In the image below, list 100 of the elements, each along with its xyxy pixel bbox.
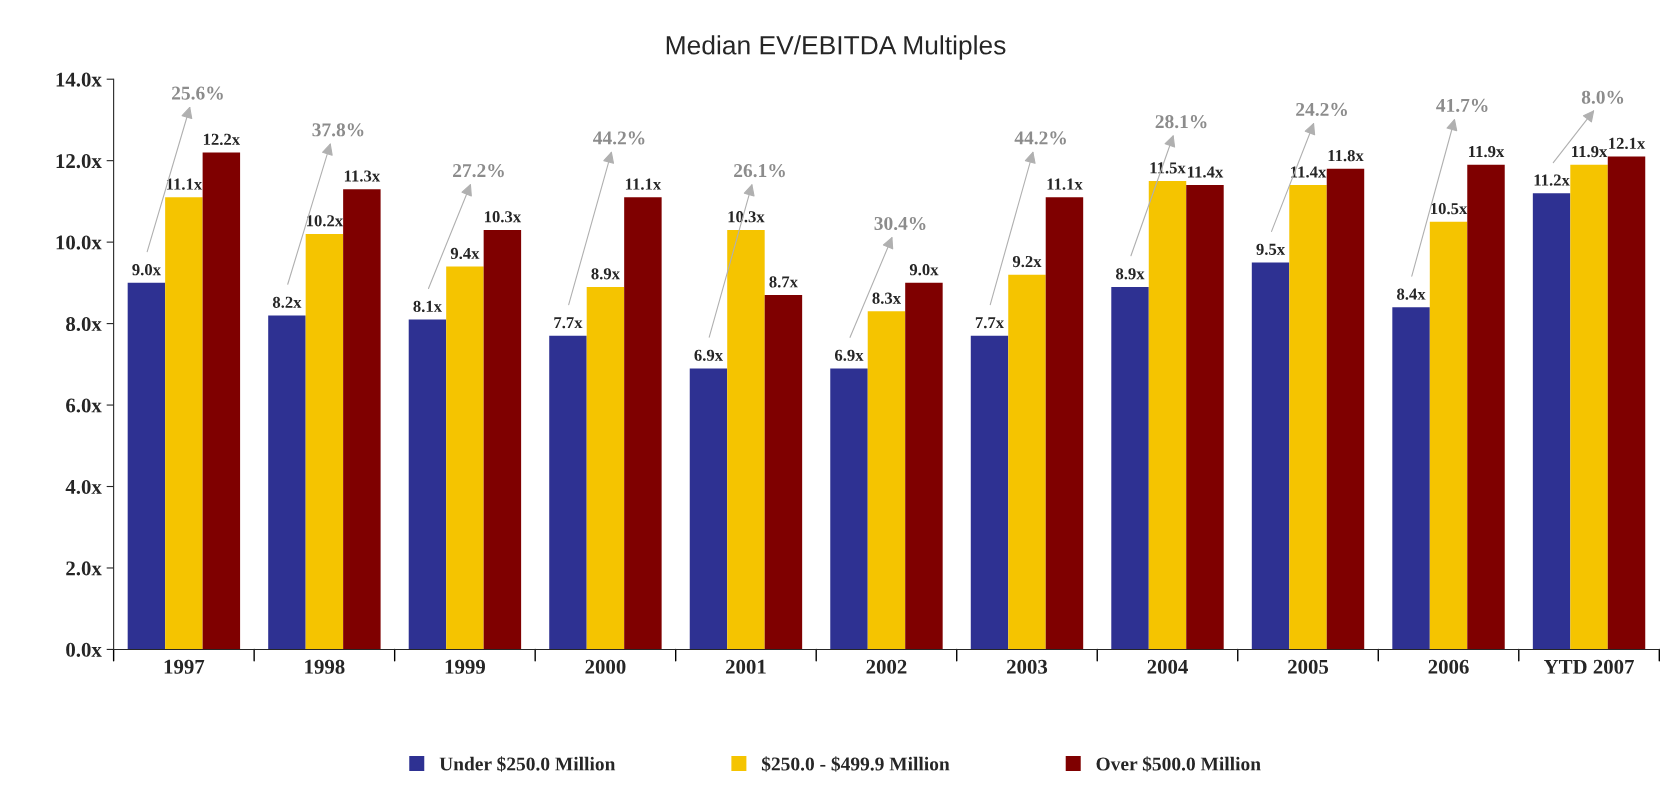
x-tick-label: 2004 (1147, 659, 1188, 674)
bar (1251, 262, 1290, 650)
bar (1111, 286, 1149, 650)
annotation: 27.2% (453, 163, 504, 178)
bar (1045, 197, 1084, 650)
x-tick-label: 2001 (725, 659, 766, 674)
x-tick-label: YTD 2007 (1543, 659, 1634, 674)
y-tick-label: 6.0x (66, 398, 102, 413)
bar (1289, 185, 1327, 650)
legend-label: Over $500.0 Million (1096, 756, 1261, 772)
y-tick-label: 14.0x (56, 72, 102, 87)
bar (1008, 274, 1046, 650)
data-label: 11.2x (1534, 174, 1570, 186)
data-label: 9.0x (909, 264, 939, 276)
bar (1326, 168, 1365, 650)
x-tick-label: 2005 (1288, 659, 1329, 674)
data-label: 8.4x (1397, 288, 1426, 300)
bar (483, 229, 522, 650)
bar (586, 286, 625, 650)
bar (408, 319, 447, 650)
y-tick-label: 10.0x (56, 235, 102, 250)
annotation: 25.6% (172, 86, 223, 100)
data-label: 6.9x (834, 349, 864, 361)
bar (549, 335, 587, 650)
bar (1186, 185, 1224, 650)
bar (127, 282, 166, 650)
annotation: 30.4% (874, 216, 926, 231)
x-tick-label: 2003 (1007, 659, 1048, 674)
data-label: 10.3x (484, 211, 522, 223)
data-label: 11.9x (1469, 145, 1505, 158)
bar (1532, 193, 1571, 650)
bar (202, 152, 241, 650)
data-label: 11.9x (1572, 145, 1608, 158)
data-label: 8.9x (591, 268, 620, 280)
bar (165, 197, 203, 650)
data-label: 10.3x (728, 211, 765, 223)
data-label: 11.1x (166, 178, 203, 190)
data-label: 11.4x (1188, 166, 1224, 178)
bar (689, 368, 728, 650)
x-tick-label: 2000 (585, 659, 626, 674)
data-label: 7.7x (554, 317, 583, 329)
data-label: 11.1x (625, 178, 662, 190)
bar (905, 282, 943, 650)
annotation: 41.7% (1436, 98, 1488, 112)
data-label: 9.0x (132, 264, 161, 276)
data-label: 8.2x (272, 296, 302, 308)
data-label: 12.2x (203, 133, 241, 146)
data-label: 11.1x (1047, 178, 1083, 190)
x-tick-label: 2002 (866, 659, 907, 674)
bar (624, 197, 662, 650)
y-tick-label: 8.0x (66, 316, 102, 332)
annotation: 44.2% (593, 131, 645, 145)
bar (727, 229, 765, 650)
y-tick-label: 4.0x (65, 479, 102, 495)
annotation: 8.0% (1581, 90, 1624, 104)
data-label: 9.4x (450, 247, 480, 260)
bar (830, 368, 868, 650)
data-label: 11.3x (344, 170, 381, 182)
data-label: 6.9x (694, 349, 723, 361)
data-label: 8.7x (769, 276, 798, 288)
bar (1148, 181, 1187, 650)
data-label: 10.5x (1431, 202, 1468, 215)
bar (970, 335, 1009, 650)
x-tick-label: 1997 (164, 659, 205, 674)
data-label: 11.8x (1328, 150, 1364, 162)
bar (1607, 156, 1646, 650)
data-label: 8.3x (872, 292, 901, 304)
data-label: 12.1x (1609, 137, 1646, 150)
y-tick-label: 12.0x (56, 154, 102, 169)
bar (764, 295, 803, 650)
bar (1429, 221, 1468, 650)
y-tick-label: 0.0x (66, 642, 102, 657)
legend-label: $250.0 - $499.9 Million (761, 756, 950, 772)
y-tick-label: 2.0x (66, 561, 102, 576)
bar (343, 189, 381, 650)
chart-title: Median EV/EBITDA Multiples (666, 35, 1006, 60)
bar (1392, 307, 1430, 650)
x-tick-label: 2006 (1428, 659, 1469, 674)
annotation: 44.2% (1014, 131, 1066, 145)
bar (305, 233, 344, 650)
data-label: 9.5x (1256, 243, 1286, 256)
annotation: 37.8% (312, 123, 364, 137)
x-tick-label: 1999 (445, 659, 485, 674)
annotation: 24.2% (1296, 102, 1347, 117)
bar (867, 311, 906, 650)
data-label: 11.5x (1150, 162, 1186, 174)
bar (268, 315, 306, 650)
annotation: 26.1% (734, 163, 785, 178)
data-label: 8.1x (413, 300, 442, 313)
x-tick-label: 1998 (305, 659, 345, 674)
data-label: 7.7x (975, 317, 1005, 329)
data-label: 8.9x (1116, 268, 1145, 280)
data-label: 10.2x (306, 215, 344, 227)
bar (1570, 164, 1608, 650)
bar (1467, 164, 1505, 650)
data-label: 11.4x (1291, 166, 1327, 178)
bar (446, 266, 484, 650)
data-label: 9.2x (1012, 255, 1042, 268)
annotation: 28.1% (1155, 115, 1207, 129)
legend-label: Under $250.0 Million (439, 756, 616, 772)
